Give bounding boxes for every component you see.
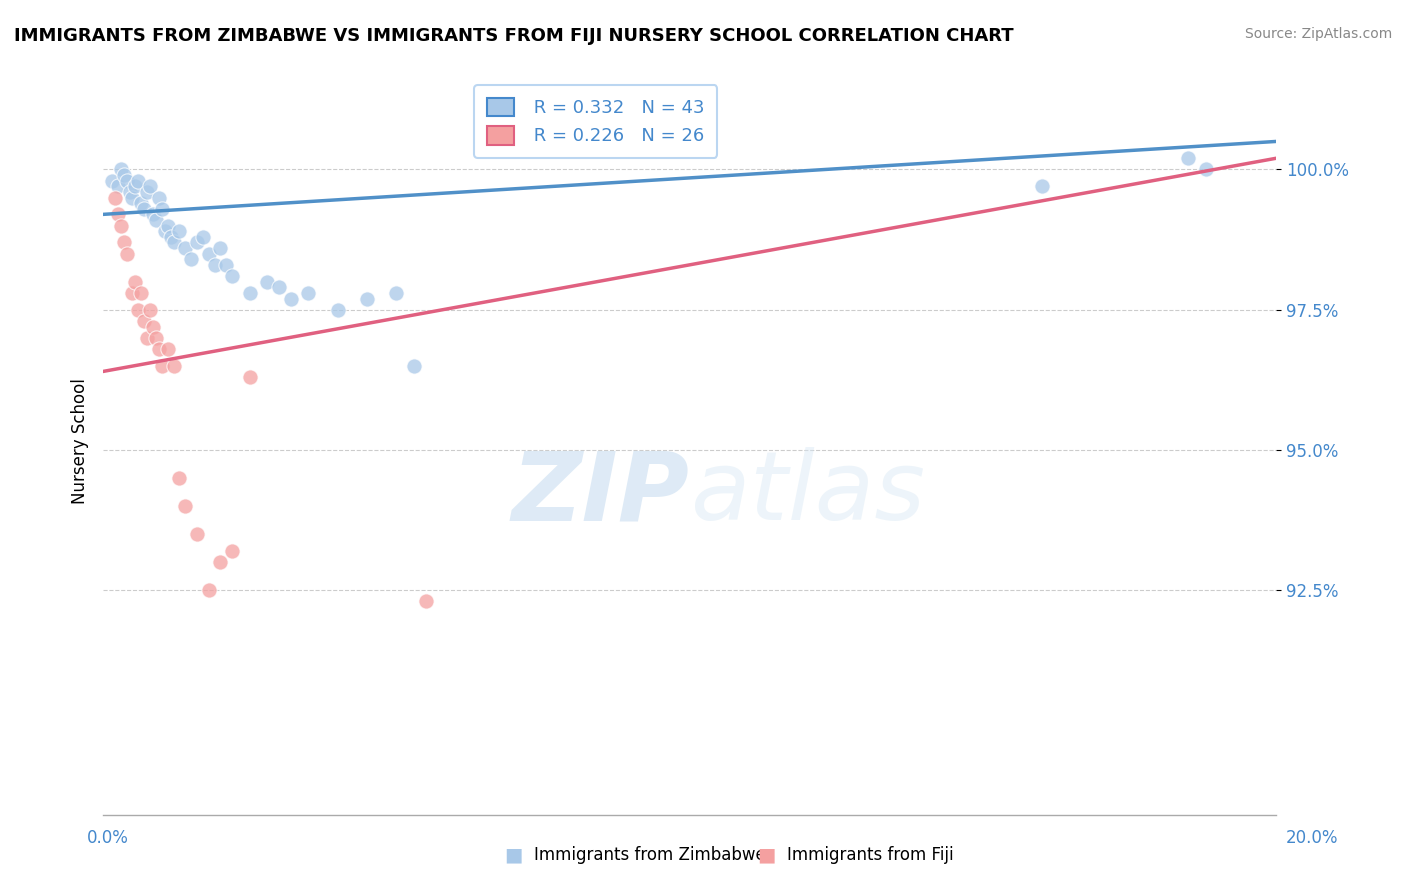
Point: [267, 280, 290, 294]
Text: 0.0%: 0.0%: [87, 829, 129, 847]
Point: [402, 359, 425, 373]
Point: [180, 252, 202, 267]
Point: [153, 224, 176, 238]
Point: [148, 190, 170, 204]
Point: [115, 246, 138, 260]
Point: [127, 302, 149, 317]
Point: [150, 359, 173, 373]
Text: Immigrants from Zimbabwe: Immigrants from Zimbabwe: [534, 846, 766, 863]
Point: [162, 235, 184, 250]
Point: [209, 555, 232, 569]
Point: [280, 292, 302, 306]
Text: 20.0%: 20.0%: [1286, 829, 1339, 847]
Point: [221, 544, 243, 558]
Point: [174, 499, 197, 513]
Point: [101, 174, 124, 188]
Point: [142, 207, 165, 221]
Point: [148, 342, 170, 356]
Point: [169, 224, 191, 238]
Point: [239, 285, 262, 300]
Point: [121, 190, 143, 204]
Point: [1177, 151, 1199, 165]
Point: [110, 162, 132, 177]
Point: [215, 258, 238, 272]
Point: [221, 268, 243, 283]
Text: Immigrants from Fiji: Immigrants from Fiji: [787, 846, 955, 863]
Point: [112, 168, 135, 182]
Point: [169, 471, 191, 485]
Point: [139, 302, 162, 317]
Legend:  R = 0.332   N = 43,  R = 0.226   N = 26: R = 0.332 N = 43, R = 0.226 N = 26: [474, 85, 717, 158]
Point: [104, 190, 127, 204]
Point: [209, 241, 232, 255]
Point: [159, 229, 181, 244]
Point: [156, 219, 179, 233]
Point: [297, 285, 319, 300]
Point: [145, 331, 167, 345]
Point: [127, 174, 149, 188]
Point: [156, 342, 179, 356]
Point: [326, 302, 349, 317]
Point: [136, 331, 159, 345]
Point: [134, 314, 156, 328]
Point: [118, 185, 141, 199]
Point: [256, 275, 278, 289]
Point: [121, 285, 143, 300]
Point: [191, 229, 214, 244]
Point: [134, 202, 156, 216]
Point: [139, 179, 162, 194]
Point: [142, 319, 165, 334]
Point: [239, 370, 262, 384]
Point: [1195, 162, 1218, 177]
Text: IMMIGRANTS FROM ZIMBABWE VS IMMIGRANTS FROM FIJI NURSERY SCHOOL CORRELATION CHAR: IMMIGRANTS FROM ZIMBABWE VS IMMIGRANTS F…: [14, 27, 1014, 45]
Text: atlas: atlas: [689, 447, 925, 541]
Point: [136, 185, 159, 199]
Point: [186, 527, 208, 541]
Point: [162, 359, 184, 373]
Point: [385, 285, 408, 300]
Text: ZIP: ZIP: [512, 447, 689, 541]
Point: [124, 275, 146, 289]
Point: [115, 174, 138, 188]
Point: [150, 202, 173, 216]
Text: Source: ZipAtlas.com: Source: ZipAtlas.com: [1244, 27, 1392, 41]
Point: [174, 241, 197, 255]
Point: [415, 594, 437, 608]
Point: [107, 207, 129, 221]
Point: [197, 246, 219, 260]
Point: [356, 292, 378, 306]
Point: [112, 235, 135, 250]
Point: [129, 285, 152, 300]
Text: ■: ■: [503, 845, 523, 864]
Point: [186, 235, 208, 250]
Point: [110, 219, 132, 233]
Point: [197, 583, 219, 598]
Point: [129, 196, 152, 211]
Point: [1031, 179, 1053, 194]
Y-axis label: Nursery School: Nursery School: [72, 378, 89, 505]
Point: [145, 213, 167, 227]
Point: [204, 258, 226, 272]
Text: ■: ■: [756, 845, 776, 864]
Point: [107, 179, 129, 194]
Point: [124, 179, 146, 194]
